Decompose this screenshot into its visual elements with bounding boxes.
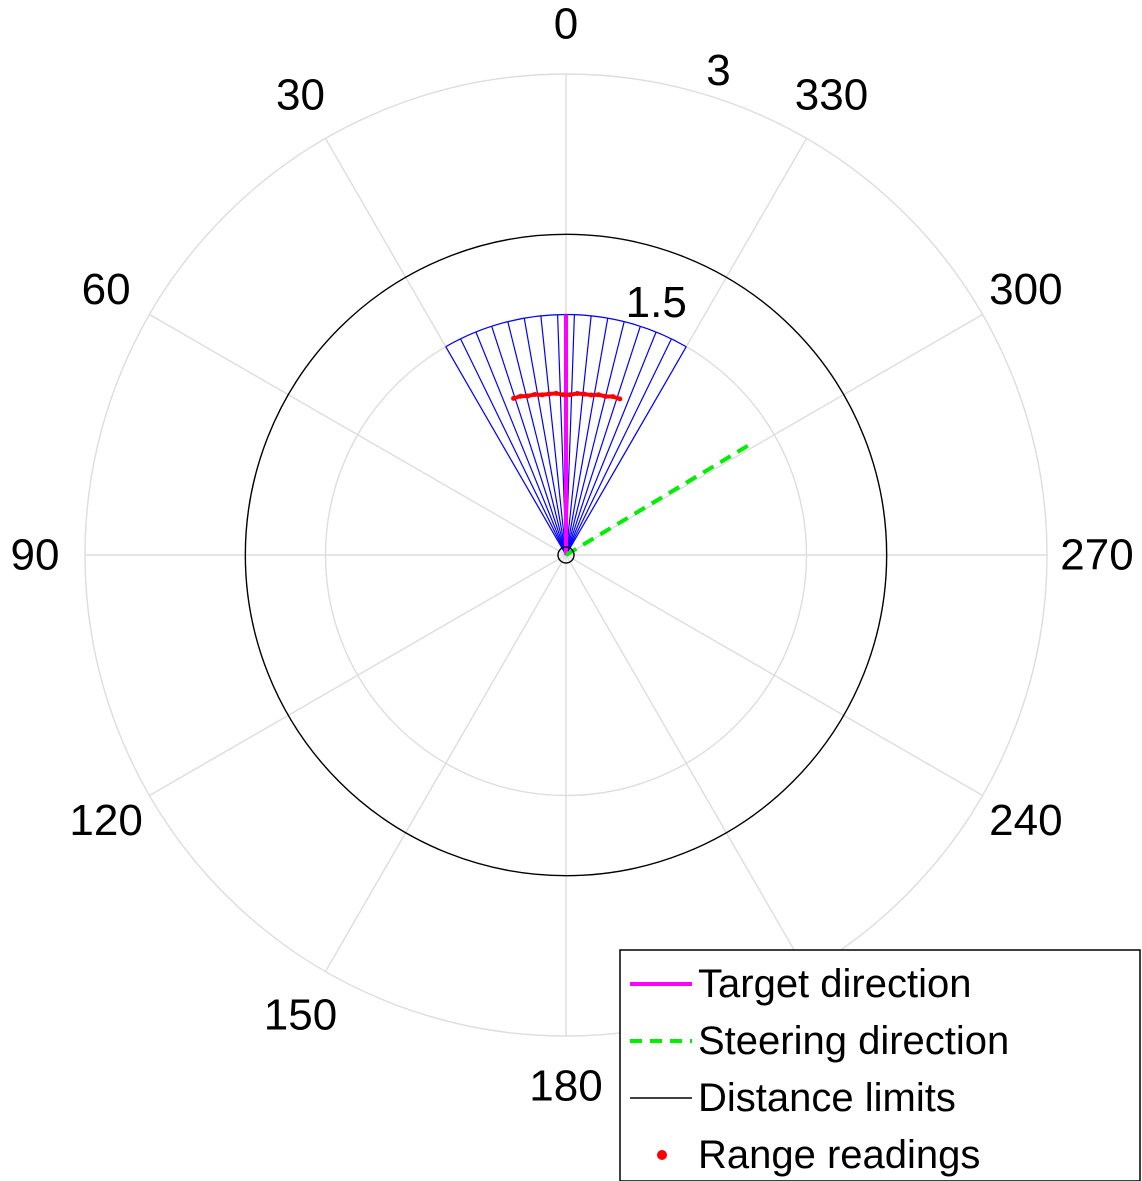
- legend-item-distance-limits: Distance limits: [630, 1076, 956, 1120]
- radial-tick-labels: 1.53: [626, 46, 731, 327]
- legend-label: Target direction: [698, 962, 971, 1006]
- sensor-beam: [460, 338, 567, 556]
- theta-tick-label: 0: [554, 0, 578, 49]
- sensor-beam: [565, 326, 641, 556]
- theta-tick-label: 270: [1060, 531, 1133, 580]
- range-reading-point: [546, 391, 552, 397]
- sensor-beam: [565, 331, 657, 556]
- theta-tick-label: 330: [795, 71, 868, 120]
- grid-spoke-60: [149, 313, 567, 556]
- legend-item-range-readings: Range readings: [657, 1133, 980, 1177]
- series-steering-direction: [564, 442, 752, 557]
- range-reading-point: [539, 392, 545, 398]
- sensor-beam: [565, 315, 592, 556]
- series-distance-limits: [244, 233, 888, 877]
- range-reading-point: [596, 392, 602, 398]
- range-reading-point: [574, 390, 580, 396]
- distance-limit-circle: [244, 233, 888, 877]
- distance-limit-circle: [557, 546, 575, 564]
- series-range-readings: [511, 390, 623, 402]
- range-reading-point: [567, 392, 573, 398]
- theta-tick-label: 300: [989, 265, 1062, 314]
- sensor-beam: [491, 326, 567, 556]
- theta-tick-label: 60: [82, 265, 131, 314]
- legend-item-steering-direction: Steering direction: [630, 1019, 1009, 1063]
- sensor-beam: [565, 338, 672, 556]
- legend-marker: [657, 1150, 667, 1160]
- grid-spoke-150: [324, 554, 567, 972]
- legend: Target direction Steering direction Distan…: [619, 949, 1141, 1181]
- legend-label: Steering direction: [698, 1019, 1009, 1063]
- grid-spoke-240: [565, 554, 983, 797]
- sensor-beam: [445, 346, 567, 556]
- sensor-beam: [565, 318, 609, 556]
- range-reading-point: [610, 394, 616, 400]
- range-reading-point: [617, 396, 623, 402]
- sensor-beam: [523, 318, 567, 556]
- plot-area: [244, 233, 888, 877]
- legend-label: Range readings: [698, 1133, 980, 1177]
- range-reading-point: [553, 390, 559, 396]
- grid-spoke-300: [565, 313, 983, 556]
- steering-direction-line: [564, 442, 752, 557]
- range-reading-point: [525, 393, 531, 399]
- radial-tick-label: 1.5: [626, 278, 687, 327]
- range-reading-point: [532, 391, 538, 397]
- range-reading-point: [511, 395, 517, 401]
- range-reading-point: [603, 393, 609, 399]
- range-reading-point: [588, 392, 594, 398]
- theta-tick-label: 150: [264, 990, 337, 1039]
- sensor-beam: [565, 346, 687, 556]
- grid-spoke-210: [565, 554, 808, 972]
- legend-box: [619, 949, 1141, 1181]
- range-reading-point: [581, 391, 587, 397]
- radial-tick-label: 3: [706, 46, 730, 95]
- legend-item-target-direction: Target direction: [630, 962, 971, 1006]
- range-reading-point: [517, 393, 523, 399]
- theta-tick-label: 120: [69, 796, 142, 845]
- range-readings-trace: [513, 391, 621, 401]
- theta-tick-labels: 0 30 60 90 120 150 180 240 270 300 330: [11, 0, 1134, 1111]
- sensor-beam: [565, 321, 625, 556]
- theta-tick-label: 90: [11, 531, 60, 580]
- theta-tick-label: 30: [276, 71, 325, 120]
- legend-label: Distance limits: [698, 1076, 956, 1120]
- sensor-beam: [540, 315, 567, 556]
- grid-spoke-120: [149, 554, 567, 797]
- sensor-beam: [507, 321, 567, 556]
- theta-tick-label: 180: [529, 1062, 602, 1111]
- range-reading-point: [560, 392, 566, 398]
- theta-tick-label: 240: [989, 796, 1062, 845]
- sensor-beam: [475, 331, 567, 556]
